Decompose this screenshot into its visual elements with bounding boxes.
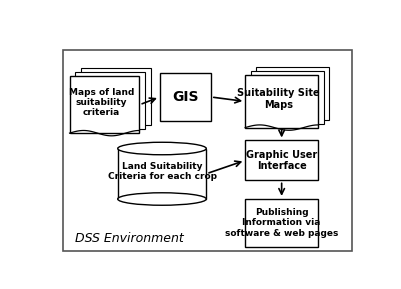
Text: Suitability Site
Maps: Suitability Site Maps	[237, 88, 320, 110]
FancyBboxPatch shape	[81, 68, 151, 125]
Text: Publishing
Information via
software & web pages: Publishing Information via software & we…	[225, 208, 338, 238]
Ellipse shape	[118, 142, 206, 155]
FancyBboxPatch shape	[63, 50, 352, 251]
FancyBboxPatch shape	[256, 67, 329, 120]
Text: Maps of land
suitability
criteria: Maps of land suitability criteria	[69, 88, 134, 117]
Text: Graphic User
Interface: Graphic User Interface	[246, 150, 317, 171]
FancyBboxPatch shape	[75, 73, 145, 129]
FancyBboxPatch shape	[245, 75, 318, 127]
FancyBboxPatch shape	[251, 71, 324, 124]
FancyBboxPatch shape	[245, 140, 318, 180]
FancyBboxPatch shape	[69, 76, 140, 133]
Text: DSS Environment: DSS Environment	[75, 232, 184, 245]
FancyBboxPatch shape	[118, 149, 206, 199]
Text: Land Suitability
Criteria for each crop: Land Suitability Criteria for each crop	[107, 162, 217, 181]
Ellipse shape	[118, 193, 206, 205]
FancyBboxPatch shape	[245, 199, 318, 247]
Text: GIS: GIS	[172, 90, 198, 104]
FancyBboxPatch shape	[160, 73, 211, 121]
